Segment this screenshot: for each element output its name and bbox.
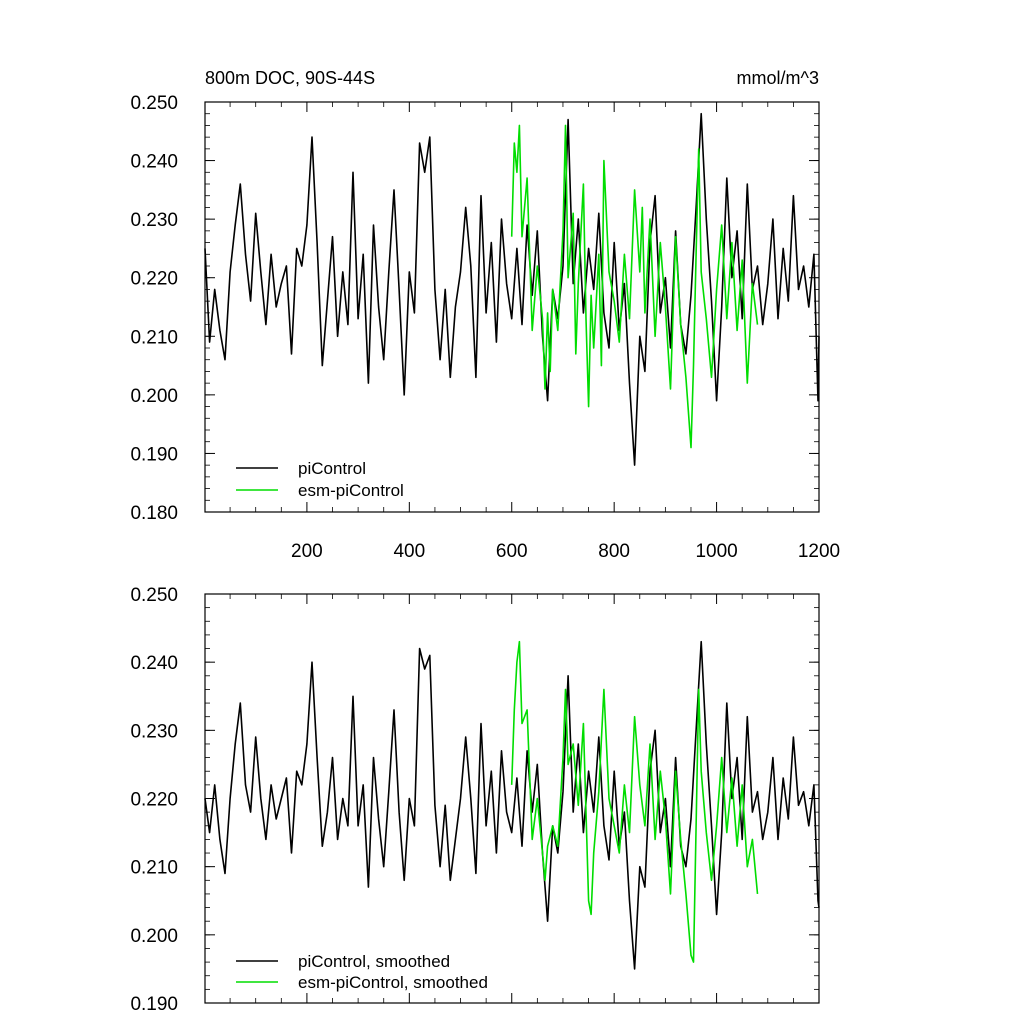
series-line-esm-picontrol-smoothed <box>510 640 759 963</box>
y-tick-label: 0.220 <box>130 269 178 290</box>
y-tick-label: 0.250 <box>130 585 178 606</box>
y-tick-label: 0.230 <box>130 721 178 742</box>
bottom-plot-frame <box>204 593 820 1004</box>
top-series-group <box>204 112 820 466</box>
y-tick-label: 0.190 <box>130 444 178 465</box>
top-panel: 800m DOC, 90S-44S mmol/m^3 0.180 0.190 0.2… <box>130 68 840 562</box>
top-axis-tick-labels: 0.180 0.190 0.200 0.210 0.220 0.230 0.240 0.250… <box>130 93 840 562</box>
bottom-axis-ticks <box>205 593 820 1004</box>
x-tick-label: 600 <box>496 541 528 562</box>
y-tick-label: 0.250 <box>130 93 178 114</box>
series-line-esm-picontrol <box>510 124 759 449</box>
y-tick-label: 0.190 <box>130 994 178 1015</box>
series-line-picontrol-smoothed <box>204 640 820 970</box>
top-title-right: mmol/m^3 <box>737 68 819 88</box>
x-tick-label: 200 <box>291 541 323 562</box>
x-tick-label: 1200 <box>798 541 840 562</box>
bottom-series-group <box>204 640 820 970</box>
y-tick-label: 0.240 <box>130 653 178 674</box>
x-tick-label: 800 <box>598 541 630 562</box>
y-tick-label: 0.240 <box>130 152 178 173</box>
series-line-picontrol <box>204 112 820 466</box>
y-tick-label: 0.210 <box>130 327 178 348</box>
top-axis-ticks <box>205 101 820 513</box>
legend-label-picontrol: piControl <box>298 459 366 478</box>
x-tick-label: 400 <box>393 541 425 562</box>
legend-label-esm-picontrol-smoothed: esm-piControl, smoothed <box>298 973 488 992</box>
bottom-legend: piControl, smoothed esm-piControl, smoot… <box>236 952 488 992</box>
x-tick-label: 1000 <box>695 541 737 562</box>
y-tick-label: 0.230 <box>130 210 178 231</box>
bottom-panel: 0.190 0.200 0.210 0.220 0.230 0.240 0.250 piCo… <box>130 585 820 1015</box>
y-tick-label: 0.210 <box>130 858 178 879</box>
top-legend: piControl esm-piControl <box>236 459 404 500</box>
bottom-axis-tick-labels: 0.190 0.200 0.210 0.220 0.230 0.240 0.250 <box>130 585 178 1015</box>
top-title-left: 800m DOC, 90S-44S <box>205 68 375 88</box>
y-tick-label: 0.200 <box>130 926 178 947</box>
legend-label-picontrol-smoothed: piControl, smoothed <box>298 952 450 971</box>
y-tick-label: 0.220 <box>130 790 178 811</box>
y-tick-label: 0.200 <box>130 386 178 407</box>
y-tick-label: 0.180 <box>130 503 178 524</box>
legend-label-esm-picontrol: esm-piControl <box>298 481 404 500</box>
